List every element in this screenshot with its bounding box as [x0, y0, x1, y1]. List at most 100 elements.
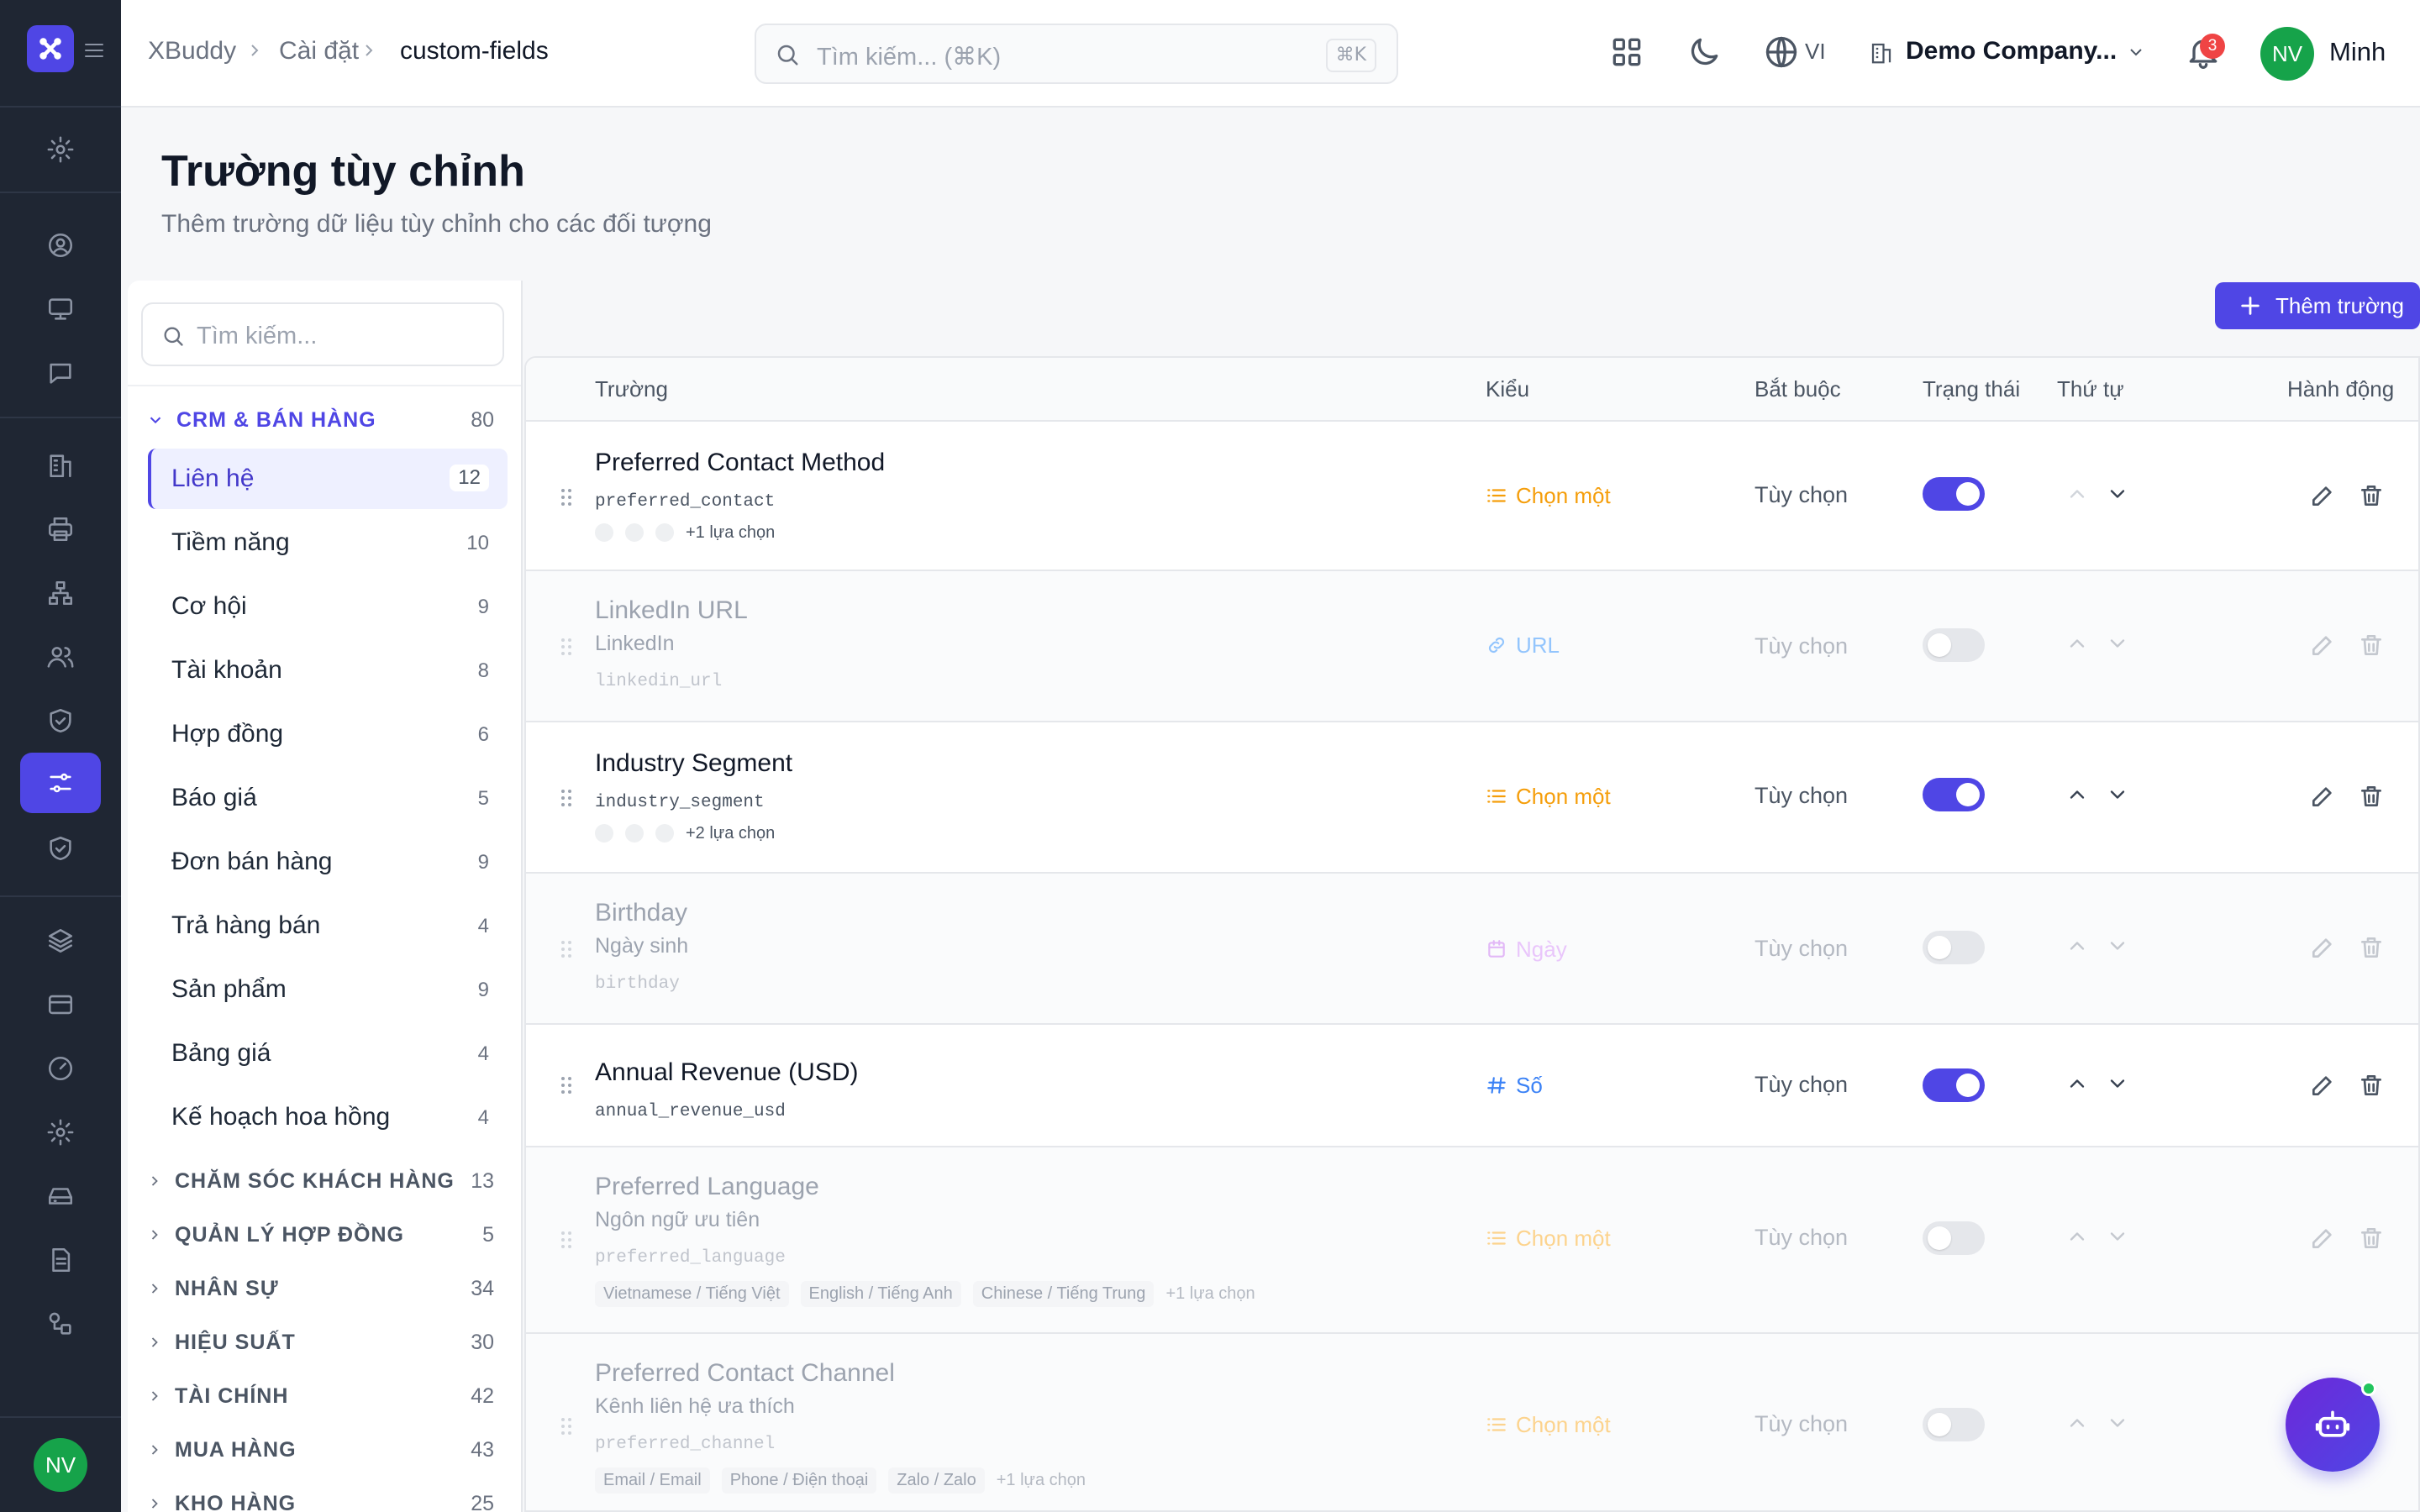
move-up-button[interactable] — [2065, 1411, 2089, 1435]
category-item[interactable]: Tiềm năng 10 — [148, 512, 508, 573]
rail-monitor[interactable] — [20, 279, 101, 339]
edit-button[interactable] — [2309, 934, 2336, 961]
rail-buildings[interactable] — [20, 435, 101, 496]
category-item[interactable]: Đơn bán hàng 9 — [148, 832, 508, 892]
category-group[interactable]: KHO HÀNG 25 — [146, 1487, 508, 1512]
global-search-input[interactable]: Tìm kiếm... (⌘K) ⌘K — [755, 24, 1398, 84]
table-row: Preferred Language Ngôn ngữ ưu tiên pref… — [526, 1147, 2418, 1334]
rail-security[interactable] — [20, 690, 101, 751]
drag-handle-icon[interactable] — [560, 637, 573, 657]
user-avatar[interactable]: NV — [2260, 27, 2314, 81]
move-down-button[interactable] — [2106, 482, 2129, 506]
notification-badge: 3 — [2200, 34, 2225, 59]
delete-button[interactable] — [2358, 1225, 2385, 1252]
category-item[interactable]: Báo giá 5 — [148, 768, 508, 828]
rail-printer[interactable] — [20, 499, 101, 559]
rail-org-chart[interactable] — [20, 563, 101, 623]
move-up-button[interactable] — [2065, 1225, 2089, 1248]
category-item[interactable]: Cơ hội 9 — [148, 576, 508, 637]
category-item[interactable]: Liên hệ 12 — [148, 449, 508, 509]
app-logo[interactable] — [27, 25, 74, 72]
field-status-toggle[interactable] — [1923, 1221, 1985, 1255]
rail-layers[interactable] — [20, 911, 101, 971]
edit-button[interactable] — [2309, 482, 2336, 509]
drag-handle-icon[interactable] — [560, 788, 573, 808]
user-name[interactable]: Minh — [2329, 37, 2386, 66]
category-group[interactable]: HIỆU SUẤT 30 — [146, 1326, 508, 1359]
move-up-button[interactable] — [2065, 1072, 2089, 1095]
field-status-toggle[interactable] — [1923, 1408, 1985, 1441]
language-button[interactable] — [1763, 34, 1800, 71]
rail-integrations[interactable] — [20, 1294, 101, 1354]
delete-button[interactable] — [2358, 632, 2385, 659]
category-item[interactable]: Kế hoạch hoa hồng 4 — [148, 1087, 508, 1147]
rail-settings-top[interactable] — [20, 119, 101, 180]
drag-handle-icon[interactable] — [560, 487, 573, 507]
field-status-toggle[interactable] — [1923, 931, 1985, 964]
field-status-toggle[interactable] — [1923, 1068, 1985, 1102]
drag-handle-icon[interactable] — [560, 939, 573, 959]
theme-toggle-button[interactable] — [1686, 34, 1723, 71]
move-down-button[interactable] — [2106, 1411, 2129, 1435]
chevron-up-icon — [2070, 942, 2085, 950]
category-group[interactable]: MUA HÀNG 43 — [146, 1433, 508, 1467]
rail-messages[interactable] — [20, 343, 101, 403]
move-up-button[interactable] — [2065, 783, 2089, 806]
category-item[interactable]: Sản phẩm 9 — [148, 959, 508, 1020]
category-item[interactable]: Tài khoản 8 — [148, 640, 508, 701]
rail-documents[interactable] — [20, 1230, 101, 1290]
edit-button[interactable] — [2309, 632, 2336, 659]
rail-profile[interactable] — [20, 215, 101, 276]
category-search-input[interactable]: Tìm kiếm... — [141, 302, 504, 366]
edit-button[interactable] — [2309, 783, 2336, 810]
move-down-button[interactable] — [2106, 1072, 2129, 1095]
drag-handle-icon[interactable] — [560, 1230, 573, 1250]
move-up-button[interactable] — [2065, 632, 2089, 655]
delete-button[interactable] — [2358, 783, 2385, 810]
move-up-button[interactable] — [2065, 934, 2089, 958]
field-status-toggle[interactable] — [1923, 778, 1985, 811]
rail-settings[interactable] — [20, 1102, 101, 1163]
category-group[interactable]: TÀI CHÍNH 42 — [146, 1379, 508, 1413]
rail-dashboard[interactable] — [20, 1038, 101, 1099]
move-up-button[interactable] — [2065, 482, 2089, 506]
drag-handle-icon[interactable] — [560, 1075, 573, 1095]
apps-button[interactable] — [1608, 34, 1645, 71]
ai-assistant-button[interactable] — [2286, 1378, 2380, 1472]
category-item[interactable]: Trả hàng bán 4 — [148, 895, 508, 956]
category-group[interactable]: CHĂM SÓC KHÁCH HÀNG 13 — [146, 1164, 508, 1198]
field-key: preferred_language — [595, 1248, 786, 1268]
field-status-toggle[interactable] — [1923, 628, 1985, 662]
category-item[interactable]: Hợp đồng 6 — [148, 704, 508, 764]
edit-button[interactable] — [2309, 1072, 2336, 1099]
delete-button[interactable] — [2358, 482, 2385, 509]
delete-button[interactable] — [2358, 934, 2385, 961]
category-group[interactable]: NHÂN SỰ 34 — [146, 1272, 508, 1305]
category-group-crm[interactable]: CRM & BÁN HÀNG 80 — [146, 403, 508, 437]
add-field-button[interactable]: Thêm trường — [2215, 282, 2420, 329]
move-down-button[interactable] — [2106, 1225, 2129, 1248]
rail-billing[interactable] — [20, 974, 101, 1035]
rail-permissions[interactable] — [20, 818, 101, 879]
move-down-button[interactable] — [2106, 934, 2129, 958]
menu-toggle-icon[interactable] — [84, 42, 104, 59]
breadcrumb-home[interactable]: XBuddy — [148, 37, 237, 65]
chevron-right-icon — [151, 1176, 158, 1186]
rail-storage[interactable] — [20, 1166, 101, 1226]
rail-user-avatar[interactable]: NV — [34, 1438, 87, 1492]
category-group[interactable]: QUẢN LÝ HỢP ĐỒNG 5 — [146, 1218, 508, 1252]
move-down-button[interactable] — [2106, 632, 2129, 655]
rail-custom-fields[interactable] — [20, 753, 101, 813]
field-status-toggle[interactable] — [1923, 477, 1985, 511]
move-down-button[interactable] — [2106, 783, 2129, 806]
field-key: linkedin_url — [595, 672, 723, 691]
category-item[interactable]: Bảng giá 4 — [148, 1023, 508, 1084]
field-name: Preferred Language — [595, 1173, 819, 1200]
chevron-down-icon[interactable] — [2126, 42, 2146, 62]
drag-handle-icon[interactable] — [560, 1416, 573, 1436]
company-switcher[interactable]: Demo Company... — [1906, 37, 2118, 65]
rail-users[interactable] — [20, 627, 101, 687]
breadcrumb-settings[interactable]: Cài đặt — [279, 37, 360, 65]
delete-button[interactable] — [2358, 1072, 2385, 1099]
edit-button[interactable] — [2309, 1225, 2336, 1252]
